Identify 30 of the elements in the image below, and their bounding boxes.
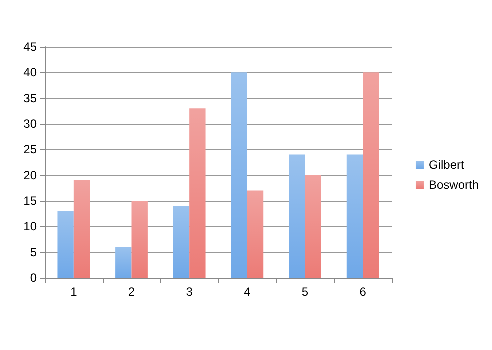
legend-label: Bosworth <box>428 178 480 192</box>
bar <box>132 201 148 278</box>
x-tick-label: 5 <box>302 285 309 299</box>
y-tick-label: 45 <box>24 40 38 54</box>
x-tick-label: 1 <box>70 285 78 299</box>
x-tick-label: 6 <box>360 285 367 299</box>
y-tick-label: 25 <box>24 142 38 157</box>
bar <box>173 206 190 278</box>
bar <box>74 180 90 278</box>
x-tick-label: 3 <box>186 285 194 299</box>
y-tick-label: 20 <box>24 168 38 182</box>
bar <box>116 247 132 278</box>
y-tick-label: 0 <box>30 271 38 285</box>
bar <box>305 175 322 278</box>
x-tick-label: 2 <box>128 285 136 299</box>
legend-label: Gilbert <box>428 158 465 172</box>
bar <box>190 108 206 278</box>
y-tick-label: 15 <box>24 194 38 208</box>
bar <box>247 190 264 278</box>
y-tick-label: 40 <box>24 66 38 80</box>
bar <box>346 154 364 278</box>
y-tick-label: 35 <box>24 91 38 106</box>
y-tick-label: 10 <box>24 220 38 234</box>
y-tick-label: 30 <box>24 117 38 131</box>
x-tick-label: 4 <box>244 285 252 299</box>
y-tick-label: 5 <box>30 245 38 260</box>
bar <box>289 154 306 278</box>
bar <box>231 72 248 278</box>
bar <box>363 72 380 278</box>
bar <box>58 211 74 278</box>
